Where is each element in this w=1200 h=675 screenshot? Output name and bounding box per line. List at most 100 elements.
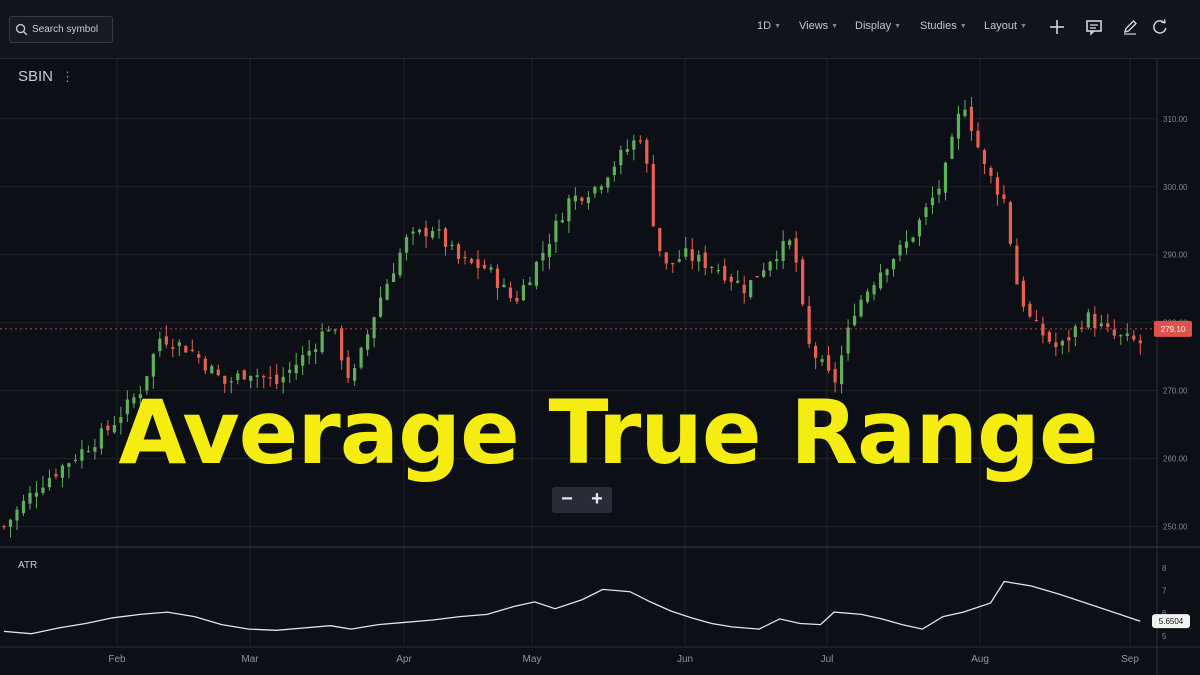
candle-body	[398, 252, 402, 276]
search-box[interactable]: Search symbol	[9, 16, 113, 43]
candle	[99, 423, 103, 455]
last-price-badge	[1154, 320, 1192, 337]
layout-menu[interactable]: Layout ▼	[984, 20, 1027, 32]
candle-body	[645, 139, 649, 164]
candle-body	[1093, 314, 1097, 329]
price-axis-label: 290.00	[1163, 251, 1188, 260]
candle-body	[242, 370, 246, 380]
candle-body	[366, 334, 370, 350]
candle-body	[34, 492, 39, 497]
plus-icon[interactable]	[1048, 18, 1066, 36]
candle-body	[865, 291, 870, 302]
candle	[1015, 238, 1019, 285]
candle-body	[1028, 303, 1032, 317]
candle	[1034, 309, 1038, 322]
candle	[801, 256, 805, 307]
candle-body	[463, 256, 467, 259]
candle	[236, 370, 240, 385]
candle-body	[424, 227, 428, 237]
candle	[658, 227, 662, 257]
candle	[476, 250, 480, 280]
interval-menu[interactable]: 1D ▼	[757, 20, 781, 32]
candle-body	[801, 259, 805, 305]
candle-body	[1060, 340, 1064, 346]
display-menu[interactable]: Display ▼	[855, 20, 901, 32]
candle	[1054, 332, 1058, 357]
candle	[281, 367, 285, 394]
chevron-down-icon: ▼	[1020, 22, 1027, 30]
price-axis-label: 270.00	[1163, 387, 1188, 396]
top-toolbar: Search symbol 1D ▼ Views ▼ Display ▼ Stu…	[0, 0, 1200, 59]
candle	[749, 279, 753, 300]
candle	[1041, 316, 1045, 344]
refresh-icon[interactable]	[1151, 18, 1169, 36]
zoom-out-button[interactable]: −	[561, 488, 573, 510]
candle-body	[943, 162, 948, 193]
candle-body	[1067, 337, 1071, 341]
candle-body	[502, 284, 506, 288]
candle-body	[950, 136, 954, 159]
candle	[632, 134, 636, 161]
candle-body	[612, 166, 616, 176]
candle	[762, 262, 766, 279]
candle-body	[294, 364, 298, 374]
candle-body	[86, 450, 91, 453]
candle	[859, 295, 863, 319]
candle	[190, 339, 194, 353]
chat-icon[interactable]	[1085, 18, 1103, 36]
candle	[1002, 185, 1006, 204]
candle-body	[1002, 194, 1006, 200]
chart-area[interactable]: 250.00260.00270.00280.00290.00300.00310.…	[0, 58, 1200, 675]
candle-body	[651, 164, 655, 227]
candle-body	[138, 394, 142, 399]
price-chart[interactable]: 250.00260.00270.00280.00290.00300.00310.…	[0, 58, 1200, 675]
zoom-in-button[interactable]: +	[591, 488, 603, 510]
pencil-icon[interactable]	[1121, 18, 1139, 36]
candle-body	[1132, 335, 1136, 340]
candle-body	[1041, 323, 1045, 336]
candle	[119, 406, 123, 435]
candle	[489, 264, 493, 273]
candle-body	[684, 248, 688, 257]
candle	[820, 355, 824, 366]
candle-body	[145, 376, 149, 391]
candle-body	[443, 228, 448, 247]
candle	[567, 194, 571, 233]
candle	[865, 288, 870, 304]
candle-body	[547, 243, 552, 257]
candle-body	[839, 355, 844, 385]
candle	[184, 345, 188, 353]
candle-body	[249, 375, 253, 381]
candle-body	[1021, 280, 1025, 307]
candle	[86, 445, 91, 453]
candle-body	[411, 231, 415, 234]
candle-body	[41, 487, 45, 493]
candle-body	[885, 269, 889, 276]
candle	[366, 329, 370, 356]
candle-body	[203, 358, 207, 371]
candle	[534, 260, 539, 290]
candle-body	[456, 244, 461, 259]
candle	[580, 196, 584, 206]
candle	[917, 217, 922, 246]
candle-body	[580, 197, 584, 202]
candle	[593, 185, 597, 198]
candle	[301, 345, 305, 376]
candle	[482, 259, 487, 270]
candle	[210, 364, 214, 374]
candle	[391, 262, 396, 283]
candle	[794, 231, 798, 273]
views-menu[interactable]: Views ▼	[799, 20, 838, 32]
candle	[60, 463, 65, 488]
interval-label: 1D	[757, 20, 772, 32]
studies-menu[interactable]: Studies ▼	[920, 20, 967, 32]
more-options-icon[interactable]: ⋮	[61, 68, 75, 84]
chevron-down-icon: ▼	[774, 22, 781, 30]
candle-body	[255, 375, 259, 377]
candle	[463, 250, 467, 265]
candle-body	[820, 359, 824, 362]
candle-body	[833, 369, 837, 383]
candle	[982, 148, 987, 174]
candle	[307, 340, 311, 365]
candle	[456, 242, 461, 264]
